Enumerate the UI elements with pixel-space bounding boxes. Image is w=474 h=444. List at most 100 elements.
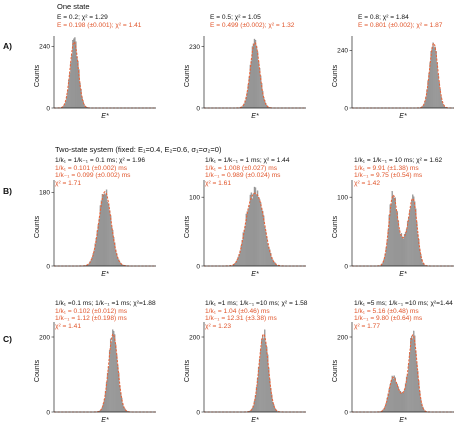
histogram-bar (243, 230, 245, 267)
y-axis-label: Counts (332, 359, 339, 382)
y-tick-label: 240 (337, 48, 348, 55)
histogram-bar (407, 217, 410, 267)
annotation-line: χ² = 1.71 (55, 179, 82, 187)
histogram-bar (418, 380, 420, 413)
histogram-bar (408, 210, 411, 267)
histogram-bar (423, 409, 425, 413)
annotation-line: χ² = 1.61 (205, 179, 232, 187)
histogram-bar (104, 390, 107, 413)
histogram-bar (274, 408, 276, 413)
histogram-bar (102, 194, 105, 267)
histogram-bar (260, 208, 263, 267)
histogram-bar (99, 205, 102, 267)
histogram-bar (392, 195, 394, 267)
histogram-bar (390, 204, 392, 267)
histogram-bar (264, 227, 266, 267)
histogram-bar (386, 241, 388, 267)
y-tick-label: 0 (46, 105, 50, 112)
histogram-bar (390, 380, 392, 413)
y-tick-label: 200 (337, 334, 348, 341)
histogram-bar (103, 193, 106, 267)
histogram-bar (98, 218, 101, 267)
histogram-bar (263, 97, 265, 109)
histogram-bar (260, 339, 263, 413)
y-axis-label: Counts (332, 215, 339, 238)
histogram-bar (74, 37, 76, 109)
y-tick-label: 0 (46, 409, 50, 416)
annotation-line: 1/k₋₁ = 1.12 (±0.198) ms (55, 315, 127, 323)
histogram-bar (115, 249, 117, 267)
histogram-bar (402, 238, 405, 267)
histogram-bar (415, 350, 417, 413)
histogram-bar (113, 236, 115, 267)
histogram-bar (110, 226, 113, 267)
histogram-bar (413, 330, 415, 413)
annotation-line: 1/k₁ = 9.91 (±1.38) ms (354, 164, 419, 172)
y-tick-label: 0 (196, 263, 200, 270)
y-tick-label: 0 (344, 105, 348, 112)
histogram-bar (71, 54, 73, 109)
histogram-bar (396, 211, 399, 267)
histogram-bar (256, 377, 259, 413)
annotation-line: 1/k₋₁ = 12.31 (±3.38) ms (205, 315, 277, 323)
section-header-b: Two-state system (fixed: E₁=0.4, E₂=0.6,… (55, 145, 222, 154)
histogram-bar (412, 338, 414, 413)
histogram-bar (393, 197, 395, 267)
histogram-bar (75, 41, 77, 109)
annotation-panel-5: 1/k₁ = 1/k₋₁ = 1 ms; χ² = 1.44 1/k₁ = 1.… (205, 157, 290, 187)
histogram-bar (247, 210, 250, 267)
y-tick-label: 200 (39, 334, 50, 341)
histogram-bar (114, 334, 116, 413)
annotation-line: 1/k₋₁ = 0.099 (±0.002) ms (55, 172, 131, 180)
x-axis-label: E* (101, 113, 109, 120)
y-tick-label: 0 (344, 409, 348, 416)
histogram-bar (257, 197, 260, 267)
section-header-a: One state (57, 2, 90, 11)
histogram-bar (392, 378, 394, 413)
histogram-bar (258, 199, 261, 267)
histogram-bar (400, 233, 403, 267)
histogram-bar (398, 229, 401, 267)
histogram-bar (239, 250, 241, 267)
histogram-bar (252, 43, 255, 109)
histogram-bar (245, 213, 247, 267)
histogram-bar (383, 259, 385, 267)
histogram-bar (250, 60, 253, 109)
histogram-bar (430, 51, 432, 109)
histogram-bar (256, 190, 259, 267)
annotation-panel-3: E = 0.8; χ² = 1.84 E = 0.801 (±0.002); χ… (358, 14, 442, 29)
x-axis-label: E* (399, 113, 407, 120)
histogram-bar (116, 253, 118, 267)
histogram-bar (399, 391, 402, 413)
histogram-bar (104, 194, 107, 267)
y-tick-label: 200 (189, 334, 200, 341)
histogram-bar (105, 189, 108, 267)
histogram-bar (386, 397, 388, 413)
histogram-bar (403, 234, 406, 267)
histogram-bar (269, 379, 271, 413)
histogram-bar (255, 194, 258, 267)
histogram-bar (391, 375, 393, 413)
histogram-bar (394, 377, 396, 413)
histogram-bar (259, 75, 262, 109)
histogram-bar (100, 200, 103, 267)
histogram-bar (411, 335, 413, 413)
histogram-bar (395, 382, 398, 413)
annotation-line: 1/k₁ = 1.04 (±0.46) ms (205, 307, 270, 315)
annotation-line: 1/k₁ = 1.008 (±0.027) ms (205, 164, 278, 172)
histogram-bar (88, 263, 90, 267)
histogram-bar (438, 81, 440, 109)
annotation-line: E = 0.5; χ² = 1.05 (210, 14, 261, 21)
histogram-bar (434, 46, 436, 109)
histogram-bar (249, 194, 252, 267)
y-tick-label: 180 (39, 190, 50, 197)
histogram-bar (384, 406, 386, 413)
histogram-bar (81, 96, 83, 109)
histogram-bar (433, 47, 435, 109)
histogram-bar (255, 386, 258, 413)
histogram-bar (273, 261, 275, 267)
histogram-bar (387, 393, 389, 413)
annotation-line: 1/k₁ = 1/k₋₁ = 1 ms; χ² = 1.44 (205, 157, 290, 164)
y-axis-label: Counts (184, 64, 191, 87)
